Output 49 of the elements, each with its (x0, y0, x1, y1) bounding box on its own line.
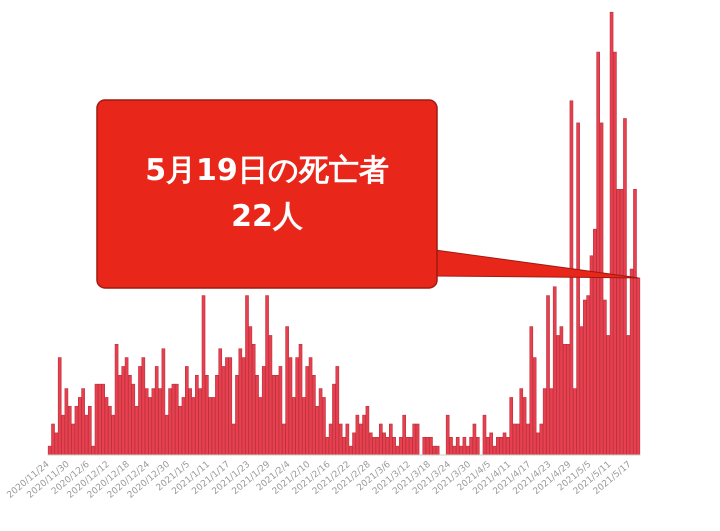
bar (218, 348, 222, 456)
bar (94, 384, 98, 456)
bar (519, 388, 524, 456)
bar (168, 388, 172, 456)
bar (174, 384, 179, 456)
bar (412, 424, 416, 456)
bar (462, 436, 466, 456)
bar (225, 357, 229, 456)
bar (98, 384, 102, 456)
bar (228, 357, 232, 456)
bar (202, 295, 206, 456)
bar (162, 348, 166, 456)
bar (184, 366, 189, 456)
bar (472, 424, 476, 456)
bar (482, 414, 486, 456)
bar (238, 348, 242, 456)
bar (88, 406, 92, 456)
bar (583, 300, 587, 456)
bar (51, 424, 55, 456)
bar (560, 326, 564, 456)
bar (623, 118, 627, 456)
bar (429, 436, 433, 456)
bar (378, 424, 383, 456)
bar (546, 295, 550, 456)
bar (245, 295, 249, 456)
bar (278, 366, 282, 456)
bar (308, 357, 312, 456)
bar (58, 357, 62, 456)
bar (502, 432, 506, 456)
bar (529, 326, 534, 456)
bar (172, 384, 176, 456)
bar (389, 424, 393, 456)
bar (422, 436, 426, 456)
bar (633, 189, 637, 456)
bar (366, 406, 370, 456)
bar (265, 295, 269, 456)
bar (416, 424, 420, 456)
annotation: 5月19日の死亡者 22人 (145, 153, 389, 234)
bar (346, 424, 350, 456)
bar (356, 414, 360, 456)
bar (496, 436, 500, 456)
bar (142, 357, 146, 456)
bar (114, 344, 118, 456)
bar (570, 100, 574, 456)
bar (298, 344, 302, 456)
bar (610, 12, 614, 456)
bar (64, 388, 68, 456)
bar (195, 375, 199, 456)
bar (336, 366, 340, 456)
